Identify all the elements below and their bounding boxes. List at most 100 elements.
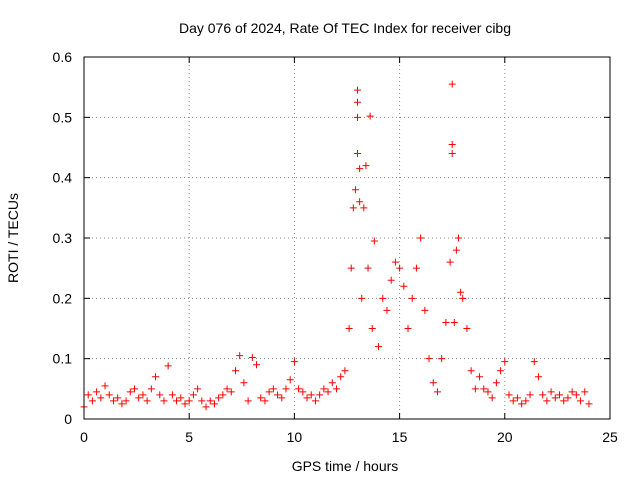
data-point bbox=[84, 391, 92, 399]
data-point bbox=[488, 394, 496, 402]
data-point bbox=[118, 400, 126, 408]
data-point bbox=[101, 382, 109, 390]
data-point bbox=[345, 325, 353, 332]
data-point bbox=[497, 367, 505, 375]
data-point bbox=[160, 397, 168, 405]
y-tick-label: 0.4 bbox=[53, 170, 73, 186]
data-point bbox=[568, 388, 576, 396]
data-point bbox=[152, 373, 160, 381]
data-point bbox=[467, 367, 475, 375]
data-point bbox=[324, 388, 332, 396]
data-point bbox=[476, 373, 484, 381]
data-point bbox=[328, 379, 336, 387]
data-point bbox=[349, 204, 357, 212]
data-point bbox=[356, 165, 364, 173]
x-tick-label: 5 bbox=[185, 429, 193, 445]
data-point bbox=[332, 385, 340, 393]
data-point bbox=[303, 394, 311, 402]
y-tick-label: 0.3 bbox=[53, 230, 73, 246]
data-point bbox=[168, 391, 176, 399]
tick-labels: 0 5 10 15 20 25 0 0.1 0.2 0.3 0.4 0.5 0.6 bbox=[53, 49, 618, 445]
data-point bbox=[530, 358, 538, 366]
data-point bbox=[311, 397, 319, 405]
data-point bbox=[337, 373, 345, 381]
data-point bbox=[219, 391, 227, 399]
data-point bbox=[177, 394, 185, 402]
data-point bbox=[320, 385, 328, 393]
data-point bbox=[185, 397, 193, 405]
data-point bbox=[404, 325, 412, 332]
data-point bbox=[274, 391, 282, 399]
data-point bbox=[433, 388, 441, 396]
data-point bbox=[299, 388, 307, 396]
data-point bbox=[370, 237, 378, 245]
data-point bbox=[164, 362, 172, 370]
data-point bbox=[400, 282, 408, 290]
data-point bbox=[448, 80, 456, 88]
data-point bbox=[194, 385, 202, 393]
data-point bbox=[446, 258, 454, 266]
data-point bbox=[189, 391, 197, 399]
chart-title: Day 076 of 2024, Rate Of TEC Index for r… bbox=[179, 20, 511, 36]
data-point bbox=[518, 400, 526, 408]
data-point bbox=[290, 358, 298, 366]
y-axis-label: ROTI / TECUs bbox=[5, 193, 21, 283]
data-point bbox=[391, 258, 399, 266]
data-point bbox=[543, 397, 551, 405]
x-tick-label: 20 bbox=[497, 429, 513, 445]
data-point bbox=[295, 385, 303, 393]
data-point bbox=[130, 385, 138, 393]
plot-frame bbox=[83, 56, 611, 420]
data-point bbox=[206, 397, 214, 405]
data-point bbox=[316, 391, 324, 399]
data-point bbox=[139, 391, 147, 399]
data-point bbox=[109, 397, 117, 405]
data-point bbox=[513, 394, 521, 402]
data-point bbox=[88, 397, 96, 405]
data-point bbox=[471, 385, 479, 393]
data-point bbox=[215, 394, 223, 402]
data-point bbox=[505, 391, 513, 399]
data-point bbox=[463, 325, 471, 332]
data-point bbox=[362, 162, 370, 170]
data-point bbox=[351, 186, 359, 194]
grid-lines bbox=[84, 57, 610, 419]
data-point bbox=[244, 397, 252, 405]
data-point bbox=[577, 397, 585, 405]
data-point bbox=[223, 385, 231, 393]
data-point bbox=[105, 391, 113, 399]
data-point bbox=[375, 343, 383, 351]
data-point bbox=[480, 385, 488, 393]
y-tick-label: 0.2 bbox=[53, 290, 73, 306]
data-point bbox=[383, 306, 391, 314]
data-point bbox=[358, 294, 366, 302]
y-tick-label: 0 bbox=[64, 411, 72, 427]
data-point bbox=[198, 397, 206, 405]
data-point bbox=[509, 397, 517, 405]
data-point bbox=[282, 385, 290, 393]
data-point bbox=[368, 325, 376, 332]
data-point bbox=[341, 367, 349, 375]
data-point bbox=[547, 388, 555, 396]
data-point bbox=[551, 394, 559, 402]
data-point bbox=[366, 112, 374, 120]
data-point bbox=[501, 358, 509, 366]
data-point bbox=[457, 288, 465, 296]
data-point bbox=[438, 355, 446, 363]
data-point bbox=[122, 397, 130, 405]
data-point bbox=[421, 306, 429, 314]
data-point bbox=[448, 140, 456, 148]
data-point bbox=[210, 400, 218, 408]
data-point bbox=[396, 264, 404, 272]
data-point bbox=[492, 379, 500, 387]
data-point bbox=[156, 391, 164, 399]
data-point bbox=[572, 391, 580, 399]
x-tick-label: 25 bbox=[602, 429, 618, 445]
data-point bbox=[347, 264, 355, 272]
data-point bbox=[522, 397, 530, 405]
data-point bbox=[269, 385, 277, 393]
y-tick-label: 0.6 bbox=[53, 49, 73, 65]
data-point bbox=[526, 391, 534, 399]
data-point bbox=[265, 388, 273, 396]
data-point bbox=[114, 394, 122, 402]
